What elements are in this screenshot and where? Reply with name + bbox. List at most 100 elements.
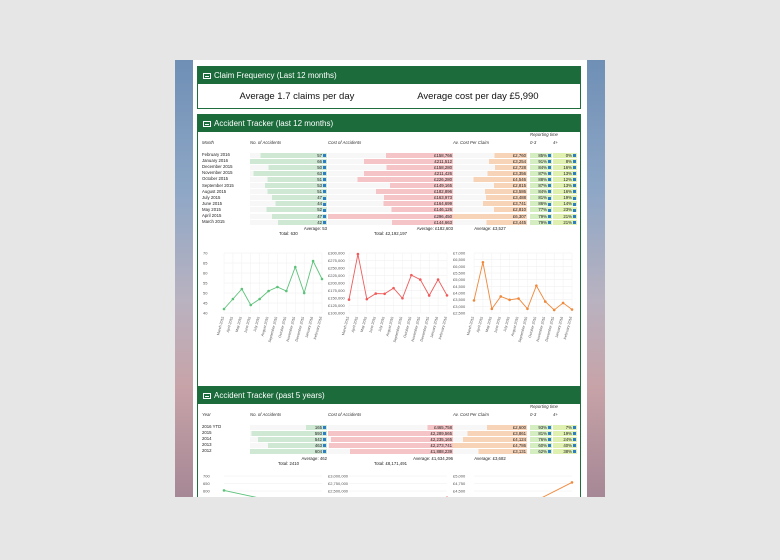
- info-icon[interactable]: [548, 444, 551, 448]
- info-icon[interactable]: [323, 190, 326, 194]
- info-icon[interactable]: [548, 172, 551, 176]
- info-icon[interactable]: [323, 425, 326, 429]
- data-point[interactable]: [276, 285, 279, 289]
- data-point[interactable]: [410, 273, 413, 277]
- data-point[interactable]: [320, 277, 324, 281]
- table-row: August 2015 51 £182,896 £3,586 84% 16%: [198, 189, 582, 195]
- info-icon[interactable]: [323, 438, 326, 442]
- info-icon[interactable]: [573, 190, 576, 194]
- info-icon[interactable]: [548, 166, 551, 170]
- data-point[interactable]: [535, 284, 538, 288]
- info-icon[interactable]: [323, 159, 326, 163]
- info-icon[interactable]: [548, 190, 551, 194]
- reporting-cell: 8%: [553, 158, 577, 164]
- info-icon[interactable]: [548, 220, 551, 224]
- info-icon[interactable]: [323, 450, 326, 454]
- info-icon[interactable]: [323, 202, 326, 206]
- data-point[interactable]: [258, 297, 261, 301]
- info-icon[interactable]: [548, 178, 551, 182]
- info-icon[interactable]: [573, 184, 576, 188]
- info-icon[interactable]: [573, 450, 576, 454]
- info-icon[interactable]: [323, 178, 326, 182]
- reporting-value: 8%: [565, 158, 572, 164]
- data-point[interactable]: [249, 303, 253, 307]
- info-icon[interactable]: [573, 202, 576, 206]
- cost-cell: £158,280: [328, 164, 453, 170]
- info-icon[interactable]: [548, 184, 551, 188]
- data-point[interactable]: [267, 289, 270, 293]
- data-point[interactable]: [392, 286, 395, 290]
- data-point[interactable]: [472, 299, 476, 302]
- info-icon[interactable]: [573, 444, 576, 448]
- data-point[interactable]: [445, 294, 449, 297]
- data-point[interactable]: [383, 292, 386, 296]
- data-point[interactable]: [311, 259, 315, 263]
- info-icon[interactable]: [548, 196, 551, 200]
- data-point[interactable]: [561, 301, 565, 305]
- info-icon[interactable]: [323, 166, 326, 170]
- data-point[interactable]: [490, 307, 494, 311]
- accidents-cell: 44: [250, 201, 327, 207]
- info-icon[interactable]: [323, 214, 326, 218]
- data-point[interactable]: [570, 308, 574, 311]
- info-icon[interactable]: [323, 431, 326, 435]
- data-point[interactable]: [401, 296, 404, 300]
- data-point[interactable]: [570, 481, 574, 484]
- info-icon[interactable]: [548, 438, 551, 442]
- info-icon[interactable]: [548, 202, 551, 206]
- info-icon[interactable]: [573, 166, 576, 170]
- info-icon[interactable]: [323, 153, 326, 157]
- info-icon[interactable]: [573, 159, 576, 163]
- info-icon[interactable]: [323, 172, 326, 176]
- data-point[interactable]: [374, 292, 378, 295]
- info-icon[interactable]: [548, 153, 551, 157]
- data-point[interactable]: [436, 278, 440, 281]
- info-icon[interactable]: [573, 425, 576, 429]
- info-icon[interactable]: [573, 153, 576, 157]
- info-icon[interactable]: [573, 220, 576, 224]
- data-point[interactable]: [222, 307, 226, 311]
- claim-frequency-panel: Claim Frequency (Last 12 months) Average…: [197, 66, 581, 109]
- info-icon[interactable]: [323, 208, 326, 212]
- info-icon[interactable]: [573, 438, 576, 442]
- info-icon[interactable]: [573, 214, 576, 218]
- data-point[interactable]: [481, 260, 485, 264]
- data-point[interactable]: [222, 489, 226, 492]
- avg-avg-summary: Average: £3,682: [474, 455, 506, 461]
- info-icon[interactable]: [548, 425, 551, 429]
- data-point[interactable]: [526, 307, 529, 311]
- data-point[interactable]: [552, 308, 556, 312]
- data-point[interactable]: [356, 252, 360, 256]
- data-point[interactable]: [427, 294, 431, 297]
- data-point[interactable]: [517, 297, 520, 300]
- info-icon[interactable]: [323, 196, 326, 200]
- info-icon[interactable]: [323, 184, 326, 188]
- info-icon[interactable]: [548, 214, 551, 218]
- data-point[interactable]: [293, 265, 297, 269]
- data-point[interactable]: [499, 295, 503, 298]
- data-point[interactable]: [365, 297, 369, 301]
- info-icon[interactable]: [548, 159, 551, 163]
- avg-cost-cell: £3,254: [453, 158, 527, 164]
- data-point[interactable]: [302, 291, 306, 295]
- reporting-0-3-header: 0-3: [530, 412, 537, 417]
- info-icon[interactable]: [573, 208, 576, 212]
- info-icon[interactable]: [548, 431, 551, 435]
- info-icon[interactable]: [573, 196, 576, 200]
- data-point[interactable]: [543, 300, 547, 303]
- data-point[interactable]: [231, 297, 235, 301]
- info-icon[interactable]: [323, 444, 326, 448]
- info-icon[interactable]: [573, 178, 576, 182]
- data-point[interactable]: [508, 298, 511, 302]
- data-point[interactable]: [445, 496, 449, 497]
- info-icon[interactable]: [548, 450, 551, 454]
- info-icon[interactable]: [323, 220, 326, 224]
- data-point[interactable]: [347, 298, 351, 301]
- data-point[interactable]: [285, 289, 288, 293]
- data-point[interactable]: [418, 278, 422, 281]
- info-icon[interactable]: [573, 172, 576, 176]
- info-icon[interactable]: [573, 431, 576, 435]
- info-icon[interactable]: [548, 208, 551, 212]
- data-point[interactable]: [240, 287, 244, 291]
- total-acc-summary: Total: 630: [279, 231, 298, 237]
